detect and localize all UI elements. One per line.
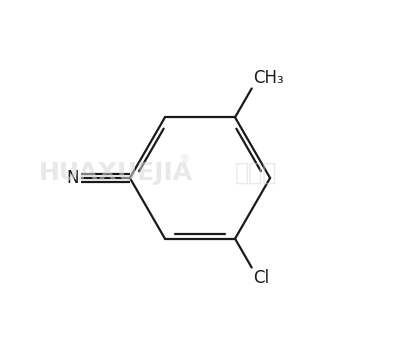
Text: Cl: Cl — [254, 269, 270, 287]
Text: N: N — [66, 169, 79, 187]
Text: 化学加: 化学加 — [235, 161, 277, 185]
Text: CH₃: CH₃ — [254, 69, 284, 87]
Text: ®: ® — [179, 154, 189, 164]
Text: HUAXUEJIA: HUAXUEJIA — [39, 161, 193, 185]
